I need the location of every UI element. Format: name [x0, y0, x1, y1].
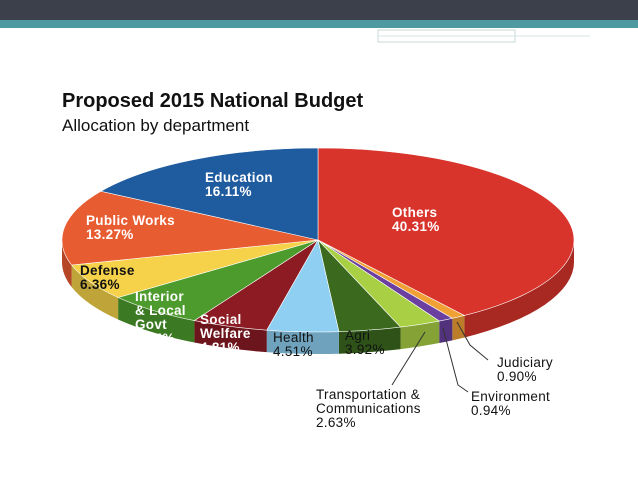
- slice-shade: [439, 318, 453, 344]
- slice-side: [400, 321, 440, 350]
- label-name: Environment: [471, 389, 551, 404]
- slice-side: [452, 315, 465, 341]
- slice-label: Education 16.11%: [205, 171, 295, 199]
- pie-tops: [61, 147, 575, 333]
- slice-shade: [400, 321, 440, 350]
- slice: [317, 147, 575, 316]
- slice-shade: [464, 240, 574, 338]
- slice: [61, 190, 319, 266]
- slice-side: [118, 297, 195, 343]
- slice-shade: [452, 315, 465, 341]
- label-name: Judiciary: [497, 355, 553, 370]
- slice-side: [194, 320, 267, 353]
- label-value: 13.27%: [86, 227, 134, 242]
- slice-side: [464, 240, 574, 338]
- slice-shade: [338, 327, 401, 354]
- label-value: 0.90%: [497, 369, 537, 384]
- label-name: Public Works: [86, 213, 175, 228]
- slice-shade: [266, 330, 339, 354]
- slice-label: Transportation & Communications 2.63%: [316, 388, 456, 430]
- slice-label: Environment 0.94%: [471, 390, 581, 418]
- slice-shade: [118, 297, 195, 343]
- slice: [100, 147, 319, 241]
- slice-shade: [61, 240, 72, 287]
- label-name: Interior & Local Govt: [135, 289, 186, 332]
- slice-side: [266, 330, 339, 354]
- slice-label: Judiciary 0.90%: [497, 356, 577, 384]
- chart-subtitle: Allocation by department: [62, 116, 250, 135]
- label-value: 6.36%: [80, 277, 120, 292]
- label-value: 6.24%: [135, 331, 175, 346]
- slice-label: Interior & Local Govt 6.24%: [135, 290, 197, 346]
- chart-title: Proposed 2015 National Budget: [62, 90, 364, 112]
- label-value: 4.51%: [273, 344, 313, 359]
- slice-label: Health 4.51%: [273, 331, 333, 359]
- label-value: 4.81%: [200, 340, 240, 355]
- slice-label: Others 40.31%: [392, 206, 482, 234]
- label-name: Defense: [80, 263, 135, 278]
- label-value: 3.92%: [345, 342, 385, 357]
- label-value: 40.31%: [392, 219, 440, 234]
- slice-side: [338, 327, 401, 354]
- label-value: 16.11%: [205, 184, 252, 199]
- slice-label: Agri 3.92%: [345, 329, 405, 357]
- leader-line: [391, 331, 426, 386]
- leader-line: [456, 321, 489, 361]
- pie-sides: [61, 240, 574, 354]
- leader-lines: [391, 321, 489, 393]
- slice-side: [61, 240, 72, 287]
- label-value: 0.94%: [471, 403, 511, 418]
- label-value: 2.63%: [316, 415, 356, 430]
- label-name: Social Welfare: [200, 312, 251, 341]
- leader-line: [442, 327, 469, 393]
- header-bar: [0, 0, 638, 20]
- label-name: Others: [392, 205, 438, 220]
- label-name: Agri: [345, 328, 371, 343]
- header-stripe: [0, 20, 638, 28]
- slice-label: Social Welfare 4.81%: [200, 313, 270, 355]
- slice-shade: [71, 265, 119, 320]
- label-name: Education: [205, 170, 273, 185]
- slice-label: Public Works 13.27%: [86, 214, 196, 242]
- label-name: Transportation & Communications: [316, 387, 421, 416]
- label-name: Health: [273, 330, 314, 345]
- slice-shade: [194, 320, 267, 353]
- slice-side: [71, 265, 119, 320]
- slice-side: [439, 318, 453, 344]
- slice-label: Defense 6.36%: [80, 264, 150, 292]
